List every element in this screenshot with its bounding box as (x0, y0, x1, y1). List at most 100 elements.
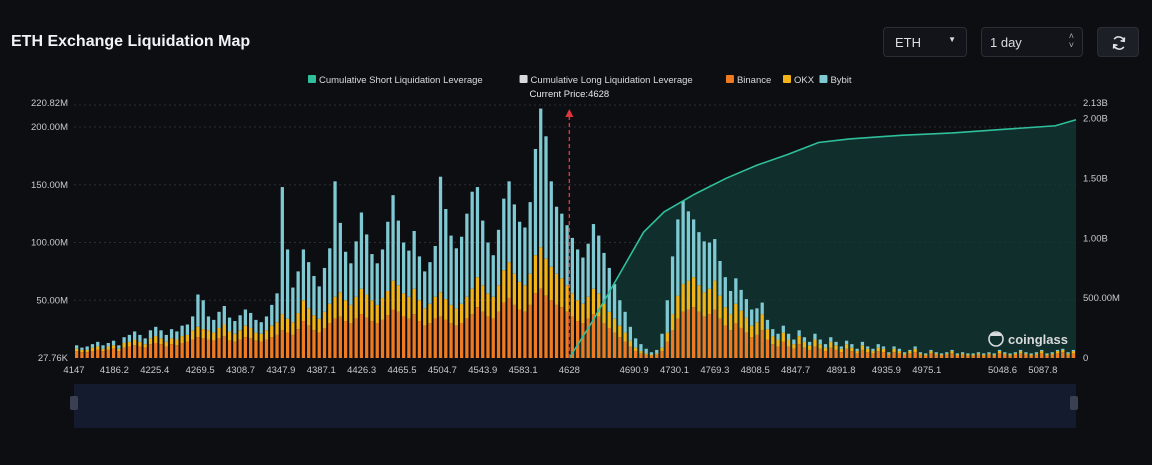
bybit-bar (1050, 352, 1054, 354)
bybit-bar (1066, 352, 1070, 354)
binance-bar (212, 340, 216, 358)
binance-bar (771, 344, 775, 358)
binance-bar (734, 323, 738, 358)
bybit-bar (528, 202, 532, 274)
okx-bar (597, 293, 601, 317)
okx-bar (233, 333, 237, 342)
refresh-button[interactable] (1097, 27, 1139, 57)
okx-bar (275, 322, 279, 335)
bybit-bar (676, 219, 680, 296)
bybit-bar (818, 339, 822, 345)
left-axis-tick-label: 150.00M (31, 180, 68, 191)
bybit-bar (133, 331, 137, 340)
binance-bar (697, 311, 701, 358)
okx-bar (560, 278, 564, 308)
okx-bar (808, 345, 812, 350)
symbol-select-value: ETH (895, 35, 921, 50)
okx-bar (180, 336, 184, 343)
bybit-bar (386, 221, 390, 292)
binance-bar (206, 339, 211, 358)
okx-bar (792, 344, 796, 349)
bybit-bar (454, 248, 458, 309)
bybit-bar (417, 256, 422, 301)
bybit-bar (934, 352, 938, 354)
coinglass-watermark: coinglass (1008, 332, 1068, 347)
binance-bar (154, 342, 158, 358)
binance-bar (291, 334, 295, 358)
okx-bar (818, 344, 822, 349)
bybit-bar (301, 249, 306, 301)
bybit-bar (438, 176, 443, 293)
right-axis-tick-label: 2.13B (1083, 98, 1108, 109)
bybit-bar (307, 262, 311, 309)
zoom-slider-track (74, 384, 1076, 428)
okx-bar (834, 345, 838, 350)
bybit-bar (924, 353, 928, 355)
x-axis-tick-label: 4308.7 (226, 365, 255, 376)
range-select[interactable]: 1 day ˄ ˅ (981, 27, 1083, 57)
okx-bar (227, 331, 232, 341)
bybit-bar (111, 340, 116, 346)
bybit-bar (143, 338, 147, 345)
bybit-bar (127, 334, 132, 342)
binance-bar (259, 341, 263, 358)
bybit-bar (549, 181, 553, 267)
binance-bar (913, 352, 917, 358)
bybit-bar (391, 195, 395, 281)
binance-bar (523, 311, 527, 358)
binance-bar (939, 355, 944, 358)
okx-bar (296, 312, 300, 330)
okx-bar (686, 280, 691, 310)
okx-bar (823, 347, 828, 352)
binance-bar (728, 330, 733, 358)
okx-bar (539, 247, 543, 289)
okx-bar (222, 324, 226, 337)
okx-bar (992, 354, 996, 356)
coinglass-logo-icon (991, 333, 1001, 336)
bybit-bar (723, 277, 727, 308)
okx-bar (692, 277, 696, 308)
bybit-bar (802, 337, 807, 342)
bybit-bar (249, 312, 253, 328)
binance-bar (623, 341, 627, 358)
bybit-bar (649, 352, 654, 355)
binance-bar (971, 355, 975, 358)
okx-bar (285, 318, 290, 333)
binance-bar (839, 352, 843, 358)
bybit-bar (96, 341, 100, 347)
right-axis-tick-label: 0 (1083, 353, 1088, 364)
bybit-bar (401, 242, 406, 294)
binance-bar (539, 288, 543, 358)
bybit-bar (359, 212, 364, 289)
bybit-bar (1008, 353, 1012, 355)
binance-bar (639, 353, 643, 358)
okx-bar (438, 292, 443, 317)
x-axis-tick-label: 4186.2 (100, 365, 129, 376)
binance-bar (185, 341, 190, 358)
okx-bar (644, 353, 648, 355)
okx-bar (386, 291, 390, 316)
okx-bar (639, 351, 643, 354)
binance-bar (380, 319, 385, 358)
binance-bar (391, 309, 395, 358)
binance-bar (423, 325, 427, 358)
bybit-bar (960, 352, 965, 354)
binance-bar (1066, 354, 1070, 358)
x-axis-tick-label: 4225.4 (140, 365, 169, 376)
bybit-bar (349, 263, 353, 305)
okx-bar (459, 303, 464, 324)
okx-bar (370, 300, 374, 322)
bybit-bar (106, 342, 110, 347)
bybit-bar (407, 250, 411, 297)
okx-bar (238, 330, 242, 340)
binance-bar (1040, 353, 1044, 358)
bybit-bar (433, 245, 437, 297)
symbol-select[interactable]: ETH ▼ (883, 27, 967, 57)
bybit-bar (591, 224, 596, 289)
okx-bar (249, 327, 253, 339)
legend-swatch (819, 75, 828, 83)
binance-bar (739, 327, 743, 358)
binance-bar (454, 325, 458, 358)
binance-bar (1050, 354, 1054, 358)
okx-bar (206, 330, 211, 340)
